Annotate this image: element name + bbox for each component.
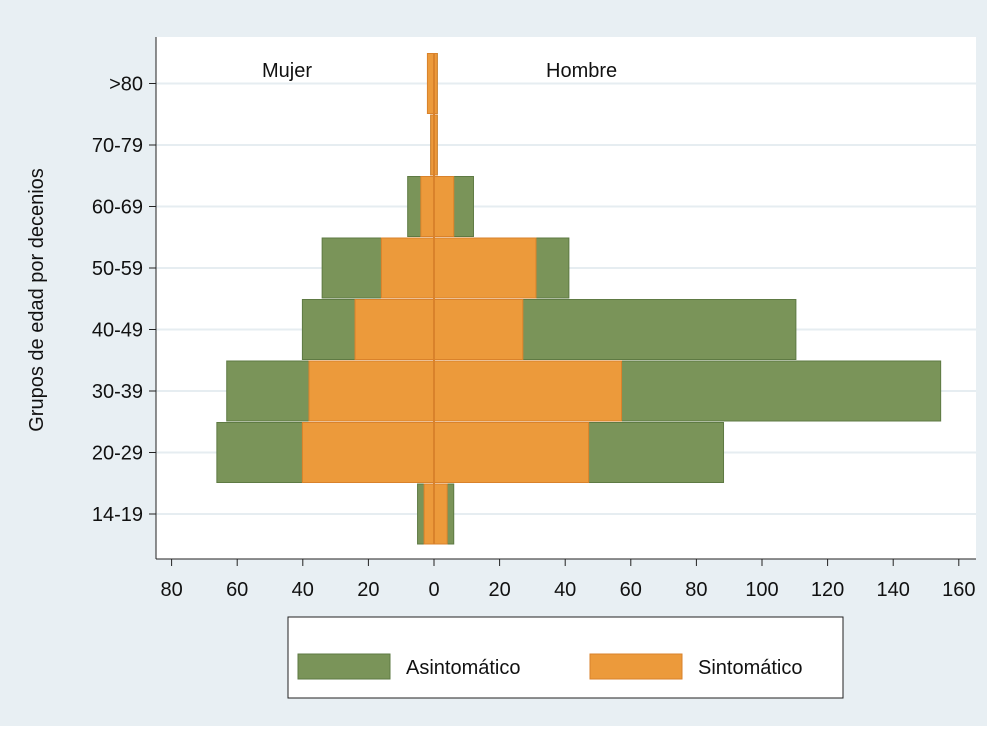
bar-sintomatico-mujer-20-29 bbox=[301, 422, 435, 483]
x-tick-label: 80 bbox=[685, 579, 707, 601]
bar-sintomatico-hombre-20-29 bbox=[433, 422, 590, 483]
axes bbox=[149, 37, 976, 566]
x-tick-label: 80 bbox=[160, 579, 182, 601]
y-tick-labels: 14-19 20-29 30-39 40-49 50-59 60-69 70-79 >80 bbox=[92, 74, 143, 527]
x-tick-label: 120 bbox=[811, 579, 844, 601]
x-tick-labels: 80 60 40 20 0 20 40 60 80 100 120 140 160 bbox=[160, 579, 975, 601]
bar-sintomatico-hombre-14-19 bbox=[433, 483, 448, 545]
y-tick-label: 50-59 bbox=[92, 258, 143, 280]
y-tick-label: 30-39 bbox=[92, 381, 143, 403]
bar-sintomatico-mujer-60-69 bbox=[420, 176, 435, 237]
x-tick-label: 60 bbox=[226, 579, 248, 601]
x-tick-label: 40 bbox=[292, 579, 314, 601]
x-tick-label: 140 bbox=[877, 579, 910, 601]
bar-sintomatico-mujer-14-19 bbox=[423, 483, 435, 545]
x-tick-label: 0 bbox=[428, 579, 439, 601]
legend-swatch-sintomatico bbox=[589, 653, 683, 680]
x-tick-label: 20 bbox=[488, 579, 510, 601]
x-tick-label: 100 bbox=[745, 579, 778, 601]
legend: Asintomático Sintomático bbox=[287, 616, 844, 699]
bar-sintomatico-hombre-60-69 bbox=[433, 176, 455, 237]
y-tick-label: 14-19 bbox=[92, 504, 143, 526]
y-tick-label: 70-79 bbox=[92, 135, 143, 157]
y-tick-label: >80 bbox=[109, 74, 143, 96]
x-tick-label: 20 bbox=[357, 579, 379, 601]
bar-sintomatico-mujer-40-49 bbox=[354, 299, 435, 360]
y-tick-label: 60-69 bbox=[92, 197, 143, 219]
y-tick-label: 20-29 bbox=[92, 443, 143, 465]
x-tick-label: 40 bbox=[554, 579, 576, 601]
bar-sintomatico-mujer-50-59 bbox=[380, 237, 435, 299]
annotation-mujer: Mujer bbox=[262, 60, 312, 82]
annotation-hombre: Hombre bbox=[546, 60, 617, 82]
x-tick-label: 160 bbox=[942, 579, 975, 601]
y-tick-label: 40-49 bbox=[92, 320, 143, 342]
bar-sintomatico-mujer-30-39 bbox=[308, 360, 435, 422]
bars bbox=[216, 53, 942, 545]
bar-sintomatico-hombre-50-59 bbox=[433, 237, 537, 299]
bar-sintomatico-hombre-40-49 bbox=[433, 299, 524, 360]
legend-swatch-asintomatico bbox=[297, 653, 391, 680]
legend-label-sintomatico: Sintomático bbox=[698, 657, 803, 679]
bar-sintomatico-hombre-30-39 bbox=[433, 360, 623, 422]
x-tick-label: 60 bbox=[620, 579, 642, 601]
y-axis-title: Grupos de edad por decenios bbox=[26, 168, 48, 432]
legend-label-asintomatico: Asintomático bbox=[406, 657, 521, 679]
